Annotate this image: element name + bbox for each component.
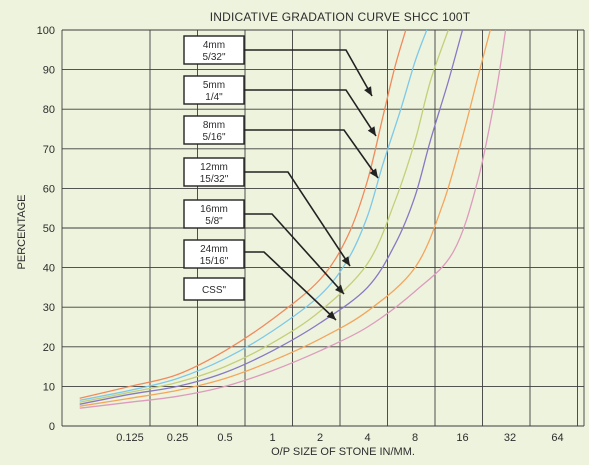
series-line-5 (79, 29, 507, 409)
series-label-size-mm: 12mm (200, 162, 228, 173)
series-label-box (183, 277, 245, 301)
label-arrow-line (244, 49, 373, 97)
x-tick-label: 1 (269, 432, 275, 444)
tick-layer: 0 10 20 30 40 50 60 70 80 90 100 0.125 0.25 0.5 1 2 4 8 16… (37, 25, 564, 444)
series-label-size-inch: 15/16" (200, 256, 229, 267)
series-label-box (183, 239, 245, 269)
label-arrow-head (369, 168, 378, 178)
label-arrow-line (244, 213, 345, 295)
series-line-2 (79, 29, 449, 403)
label-arrow-line (244, 129, 379, 179)
y-tick-label: 70 (43, 144, 55, 156)
label-arrow-line (244, 251, 337, 321)
series-label-size-inch: 5/16" (202, 132, 225, 143)
series-label-box (183, 75, 245, 105)
curve-layer (79, 29, 507, 409)
x-tick-label: 16 (456, 432, 468, 444)
series-line-3 (79, 29, 464, 405)
series-line-1 (79, 29, 428, 401)
series-label-size-mm: 8mm (203, 120, 225, 131)
x-tick-label: 32 (504, 432, 516, 444)
y-tick-label: 50 (43, 223, 55, 235)
x-tick-label: 8 (412, 432, 418, 444)
series-label-size-inch: 1/4" (205, 92, 223, 103)
series-line-0 (79, 29, 407, 399)
label-arrow-head (364, 86, 372, 96)
label-arrow-head (335, 284, 344, 294)
chart-title: INDICATIVE GRADATION CURVE SHCC 100T (210, 10, 471, 24)
y-tick-label: 0 (49, 421, 55, 433)
label-arrow-line (244, 89, 377, 137)
series-label-size-mm: 16mm (200, 204, 228, 215)
series-label-box (183, 115, 245, 145)
y-tick-label: 20 (43, 342, 55, 354)
y-tick-label: 80 (43, 104, 55, 116)
label-arrow-head (367, 126, 376, 136)
x-tick-label: 0.5 (217, 432, 232, 444)
series-line-4 (79, 29, 491, 407)
y-tick-label: 90 (43, 65, 55, 77)
y-axis-title: PERCENTAGE (16, 195, 28, 270)
label-arrow-line (244, 171, 351, 267)
series-label-box (183, 35, 245, 65)
series-label-size-inch: 15/32" (200, 174, 229, 185)
series-label-box (183, 157, 245, 187)
series-label-css: CSS" (202, 285, 227, 296)
x-tick-label: 0.125 (116, 432, 144, 444)
label-arrow-head (326, 310, 336, 320)
y-tick-label: 60 (43, 183, 55, 195)
series-label-size-mm: 4mm (203, 40, 225, 51)
y-tick-label: 40 (43, 263, 55, 275)
series-label-box (183, 199, 245, 229)
x-axis-title: O/P SIZE OF STONE IN/MM. (271, 446, 415, 458)
y-tick-label: 30 (43, 302, 55, 314)
x-tick-label: 2 (317, 432, 323, 444)
x-tick-label: 4 (364, 432, 370, 444)
series-label-size-inch: 5/8" (205, 216, 223, 227)
y-tick-label: 10 (43, 381, 55, 393)
label-arrow-head (341, 256, 350, 266)
x-tick-label: 0.25 (167, 432, 188, 444)
series-label-size-inch: 5/32" (202, 52, 225, 63)
series-label-size-mm: 24mm (200, 244, 228, 255)
x-tick-label: 64 (551, 432, 563, 444)
y-tick-label: 100 (37, 25, 55, 37)
arrow-layer (244, 49, 379, 321)
series-label-size-mm: 5mm (203, 80, 225, 91)
